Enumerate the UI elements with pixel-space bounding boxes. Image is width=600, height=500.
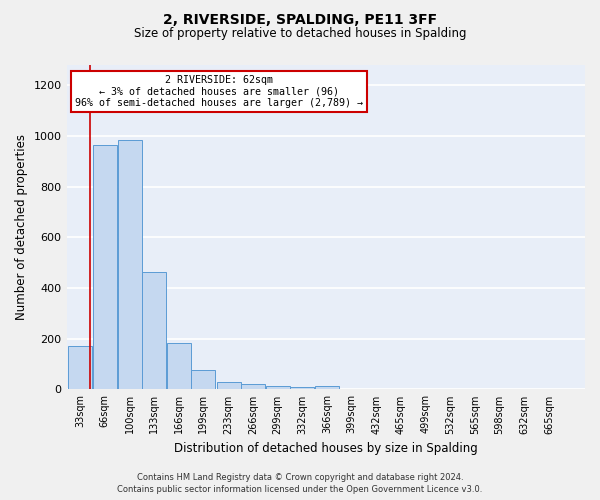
Bar xyxy=(167,342,191,390)
Bar xyxy=(290,387,314,390)
Bar xyxy=(118,140,142,390)
Text: Contains HM Land Registry data © Crown copyright and database right 2024.
Contai: Contains HM Land Registry data © Crown c… xyxy=(118,472,482,494)
Bar xyxy=(92,145,117,390)
Bar xyxy=(266,386,290,390)
Bar xyxy=(241,384,265,390)
Text: 2, RIVERSIDE, SPALDING, PE11 3FF: 2, RIVERSIDE, SPALDING, PE11 3FF xyxy=(163,12,437,26)
Bar xyxy=(191,370,215,390)
X-axis label: Distribution of detached houses by size in Spalding: Distribution of detached houses by size … xyxy=(174,442,478,455)
Text: 2 RIVERSIDE: 62sqm
← 3% of detached houses are smaller (96)
96% of semi-detached: 2 RIVERSIDE: 62sqm ← 3% of detached hous… xyxy=(76,74,364,108)
Bar xyxy=(315,386,340,390)
Bar xyxy=(142,272,166,390)
Bar xyxy=(217,382,241,390)
Y-axis label: Number of detached properties: Number of detached properties xyxy=(15,134,28,320)
Text: Size of property relative to detached houses in Spalding: Size of property relative to detached ho… xyxy=(134,28,466,40)
Bar xyxy=(68,346,92,390)
